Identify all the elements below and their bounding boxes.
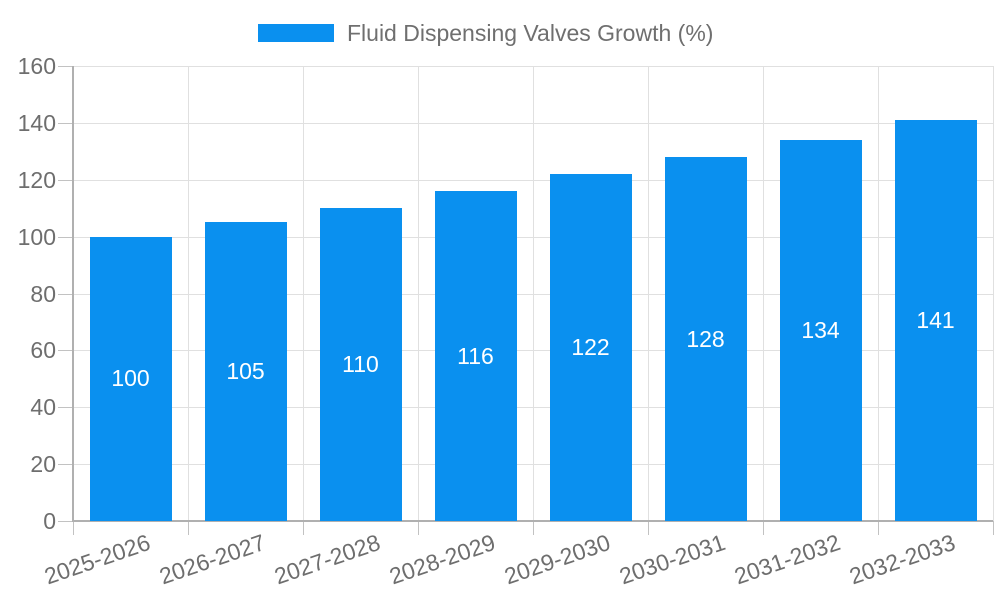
gridline-vertical	[763, 66, 764, 521]
bar-2027-2028[interactable]: 110	[319, 208, 402, 521]
bar-value-label: 100	[111, 365, 150, 392]
bar-value-label: 105	[226, 358, 265, 385]
gridline-vertical	[303, 66, 304, 521]
x-axis-line	[73, 520, 993, 522]
y-axis-label: 40	[30, 394, 56, 421]
x-axis-tick	[533, 521, 534, 535]
y-axis-label: 60	[30, 337, 56, 364]
y-axis-tick	[58, 66, 73, 67]
gridline-vertical	[418, 66, 419, 521]
y-axis-label: 160	[17, 53, 56, 79]
bar-value-label: 134	[801, 316, 840, 343]
gridline-vertical	[188, 66, 189, 521]
bar-value-label: 122	[571, 334, 610, 361]
bar-2029-2030[interactable]: 122	[549, 174, 632, 521]
gridline-vertical	[533, 66, 534, 521]
bar-value-label: 116	[457, 342, 494, 369]
y-axis-tick	[58, 350, 73, 352]
y-axis-line	[72, 66, 74, 522]
y-axis-tick	[58, 521, 73, 522]
x-axis-tick	[73, 521, 74, 535]
x-axis-tick	[648, 521, 649, 535]
y-axis-tick	[58, 464, 73, 466]
gridline-vertical	[648, 66, 649, 521]
legend-label: Fluid Dispensing Valves Growth (%)	[347, 19, 714, 46]
y-axis-label: 100	[17, 223, 56, 250]
x-axis-tick	[418, 521, 419, 535]
x-axis-tick	[188, 521, 189, 535]
bar-2028-2029[interactable]: 116	[434, 191, 517, 521]
legend-swatch	[258, 24, 334, 42]
y-axis-label: 0	[43, 508, 56, 534]
y-axis-tick	[58, 407, 73, 409]
bar-value-label: 110	[342, 351, 379, 378]
y-axis-label: 120	[17, 166, 56, 193]
bar-value-label: 141	[916, 307, 955, 334]
x-axis-tick	[993, 521, 994, 535]
y-axis-label: 20	[30, 451, 56, 478]
y-axis-label: 80	[30, 280, 56, 307]
bar-2026-2027[interactable]: 105	[204, 222, 287, 521]
bar-2030-2031[interactable]: 128	[664, 157, 747, 521]
bar-value-label: 128	[686, 325, 725, 352]
x-axis-tick	[763, 521, 764, 535]
y-axis-tick	[58, 236, 73, 238]
y-axis-tick	[58, 122, 73, 124]
bar-2025-2026[interactable]: 100	[89, 236, 172, 521]
gridline-vertical	[878, 66, 879, 521]
x-axis-tick	[303, 521, 304, 535]
legend-item[interactable]: Fluid Dispensing Valves Growth (%)	[258, 18, 713, 48]
bar-2032-2033[interactable]: 141	[894, 120, 977, 521]
y-axis-label: 140	[17, 109, 56, 136]
x-axis-tick	[878, 521, 879, 535]
y-axis-tick	[58, 293, 73, 295]
gridline-vertical	[993, 66, 994, 521]
y-axis-tick	[58, 179, 73, 181]
bar-2031-2032[interactable]: 134	[779, 139, 862, 521]
